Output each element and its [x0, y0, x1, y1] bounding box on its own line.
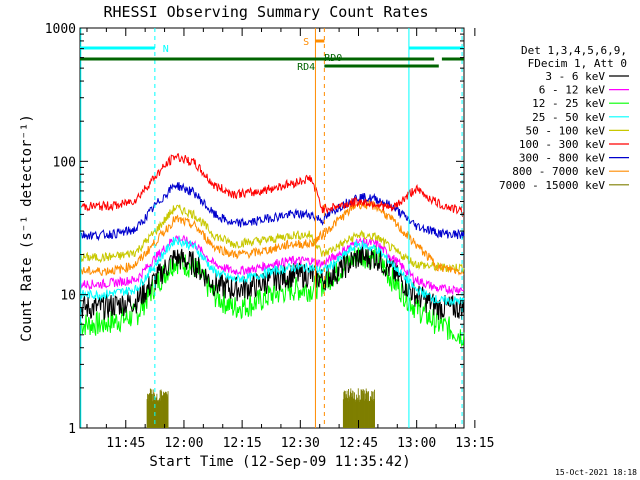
series-line-7 — [80, 200, 465, 276]
y-tick-label: 1 — [68, 422, 76, 437]
plot-area — [79, 27, 465, 429]
series-line-3 — [80, 235, 465, 307]
legend-label: 50 - 100 keV — [526, 124, 606, 137]
x-axis-label: Start Time (12-Sep-09 11:35:42) — [149, 454, 410, 470]
y-tick-label: 10 — [60, 289, 76, 304]
series-lines — [80, 153, 465, 428]
rd0-gap — [434, 55, 442, 63]
axes: 1 10 100 1000 11:45 12:00 12:15 12:30 12:45 13:00… — [45, 22, 495, 451]
legend-header: FDecim 1, Att 0 — [528, 57, 627, 70]
series-line-4 — [80, 204, 465, 274]
series-line-6 — [80, 182, 465, 242]
x-tick-label: 12:45 — [339, 436, 378, 451]
series-line-5 — [80, 153, 465, 218]
x-tick-label: 11:45 — [106, 436, 145, 451]
chart-title: RHESSI Observing Summary Count Rates — [103, 3, 428, 21]
series-line-2 — [80, 245, 465, 348]
series-line-1 — [80, 234, 465, 296]
legend: Det 1,3,4,5,6,9,FDecim 1, Att 03 - 6 keV… — [499, 44, 629, 192]
legend-label: 800 - 7000 keV — [512, 165, 605, 178]
legend-header: Det 1,3,4,5,6,9, — [521, 44, 627, 57]
legend-label: 3 - 6 keV — [545, 70, 605, 83]
y-axis-label: Count Rate (s⁻¹ detector⁻¹) — [19, 114, 35, 342]
annotation-bars: N S RD0 RD4 — [80, 28, 464, 428]
legend-label: 6 - 12 keV — [539, 84, 606, 97]
annotation-label: S — [303, 37, 309, 48]
footer-timestamp: 15-Oct-2021 18:18 — [555, 468, 637, 477]
x-tick-label: 12:15 — [223, 436, 262, 451]
y-tick-label: 100 — [53, 155, 76, 170]
legend-label: 7000 - 15000 keV — [499, 179, 605, 192]
annotation-label: RD4 — [297, 62, 315, 73]
legend-label: 12 - 25 keV — [532, 97, 605, 110]
annotation-label: N — [163, 44, 169, 55]
legend-label: 25 - 50 keV — [532, 111, 605, 124]
y-tick-label: 1000 — [45, 22, 76, 37]
legend-label: 100 - 300 keV — [519, 138, 605, 151]
x-tick-label: 12:00 — [164, 436, 203, 451]
x-tick-label: 13:15 — [455, 436, 494, 451]
x-tick-label: 13:00 — [397, 436, 436, 451]
legend-label: 300 - 800 keV — [519, 152, 605, 165]
x-tick-label: 12:30 — [281, 436, 320, 451]
annotation-label: RD0 — [324, 53, 342, 64]
